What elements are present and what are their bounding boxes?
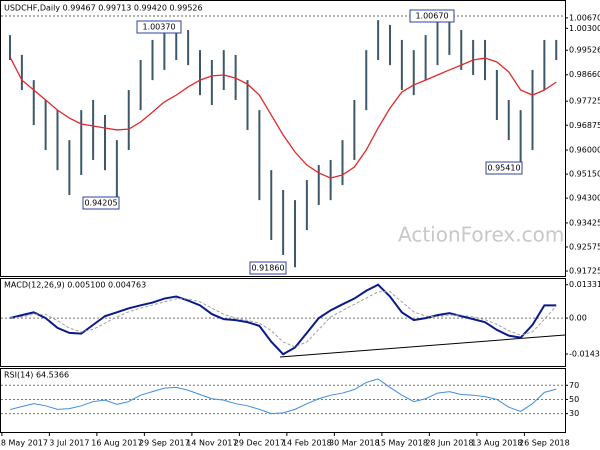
x-tick-label: 26 Sep 2018 <box>519 439 570 448</box>
y-tick-label: 0.96000 <box>569 146 600 155</box>
macd-trendline <box>279 334 566 358</box>
series-line <box>9 283 557 356</box>
y-tick-label: 0.91725 <box>569 267 600 276</box>
y-tick-label: -0.014323 <box>569 350 600 359</box>
x-tick-label: 15 May 2018 <box>376 439 428 448</box>
x-tick-label: 14 Nov 2017 <box>186 439 237 448</box>
y-tick-label: 0.93425 <box>569 218 600 227</box>
x-tick-label: 18 May 2017 <box>0 439 48 448</box>
watermark: ActionForex.com <box>398 223 564 247</box>
annotation-box <box>485 161 523 175</box>
price-panel <box>0 0 566 277</box>
y-tick-label: 0.98660 <box>569 70 600 79</box>
y-tick-label: 0.95150 <box>569 170 600 179</box>
y-tick-label: 0.97725 <box>569 97 600 106</box>
x-tick-label: 13 Aug 2018 <box>471 439 522 448</box>
x-tick-label: 30 Mar 2018 <box>329 439 380 448</box>
x-tick-label: 29 Sep 2017 <box>139 439 190 448</box>
rsi-panel <box>0 368 566 433</box>
y-tick-label: 30 <box>569 409 579 418</box>
y-tick-label: 70 <box>569 381 579 390</box>
y-tick-label: 1.00300 <box>569 24 600 33</box>
annotation-box <box>249 261 287 275</box>
y-tick-label: 0.99526 <box>569 46 600 55</box>
y-tick-label: 0.00 <box>569 314 587 323</box>
annotation: 0.94205 <box>84 199 117 208</box>
macd-title: MACD(12,26,9) 0.005100 0.004763 <box>4 281 146 290</box>
y-tick-label: 0.94300 <box>569 194 600 203</box>
x-tick-label: 3 Jul 2017 <box>49 439 89 448</box>
y-tick-label: 0.013319 <box>569 280 600 289</box>
x-tick-label: 16 Aug 2017 <box>91 439 142 448</box>
moving-average <box>9 56 557 179</box>
x-tick-label: 28 Jun 2018 <box>425 439 473 448</box>
annotation: 1.00670 <box>415 12 448 21</box>
annotation: 0.91860 <box>251 264 284 273</box>
annotation: 1.00370 <box>142 23 175 32</box>
macd-panel <box>0 278 566 367</box>
annotation-box <box>136 20 182 34</box>
y-tick-label: 1.00670 <box>569 13 600 22</box>
y-tick-label: 0.96875 <box>569 121 600 130</box>
y-tick-label: 0.92575 <box>569 242 600 251</box>
rsi-title: RSI(14) 64.5366 <box>4 371 69 380</box>
x-tick-label: 29 Dec 2017 <box>234 439 285 448</box>
x-tick-label: 14 Feb 2018 <box>282 439 332 448</box>
price-title: USDCHF,Daily 0.99467 0.99713 0.99420 0.9… <box>4 4 203 13</box>
y-tick-label: 50 <box>569 395 579 404</box>
annotation: 0.95410 <box>487 164 520 173</box>
series-line <box>9 378 557 415</box>
series-line <box>9 291 557 348</box>
annotation-box <box>409 9 455 23</box>
annotation-box <box>82 196 120 210</box>
